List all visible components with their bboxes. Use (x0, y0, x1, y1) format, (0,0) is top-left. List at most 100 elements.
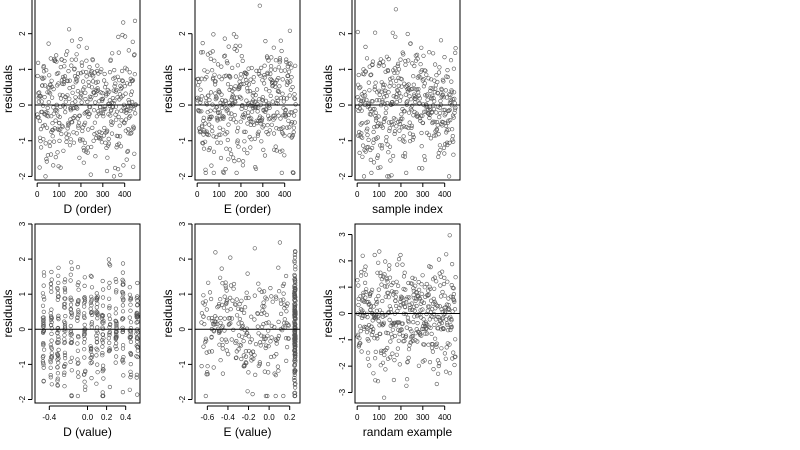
scatter-point (378, 363, 383, 368)
scatter-point (124, 67, 129, 72)
scatter-point (41, 328, 46, 333)
scatter-point (442, 151, 447, 156)
scatter-point (234, 349, 239, 354)
scatter-point (406, 58, 411, 63)
scatter-point (41, 378, 46, 383)
scatter-point (274, 126, 279, 131)
scatter-point (55, 126, 60, 131)
scatter-point (135, 319, 140, 325)
scatter-point (253, 372, 258, 378)
scatter-point (42, 75, 47, 80)
scatter-point (432, 275, 437, 280)
scatter-point (436, 257, 442, 262)
scatter-point (416, 280, 421, 285)
scatter-point (264, 297, 269, 302)
scatter-point (95, 316, 100, 321)
x-tick-label: 200 (74, 190, 88, 199)
scatter-point (266, 344, 271, 349)
scatter-point (408, 97, 414, 102)
scatter-point (88, 349, 93, 354)
scatter-point (446, 296, 451, 301)
scatter-point (450, 97, 455, 102)
scatter-point (376, 114, 381, 119)
scatter-point (373, 30, 378, 35)
scatter-point (222, 54, 227, 59)
scatter-point (53, 155, 58, 160)
scatter-point (452, 96, 457, 101)
scatter-point (421, 84, 427, 89)
scatter-point (371, 129, 376, 135)
scatter-point (134, 372, 139, 378)
scatter-point (282, 133, 287, 138)
scatter-point (248, 340, 253, 345)
scatter-point (260, 95, 265, 100)
scatter-point (243, 305, 248, 310)
scatter-point (89, 95, 94, 100)
scatter-point (82, 336, 87, 342)
scatter-point (257, 3, 262, 8)
scatter-point (40, 330, 46, 335)
scatter-point (285, 345, 290, 350)
scatter-point (418, 312, 423, 317)
scatter-point (364, 128, 369, 133)
scatter-point (224, 108, 229, 113)
scatter-point (89, 310, 94, 315)
scatter-point (376, 260, 381, 265)
scatter-point (417, 166, 422, 171)
scatter-point (434, 344, 439, 350)
scatter-point (452, 307, 458, 312)
scatter-point (280, 283, 286, 289)
scatter-point (383, 367, 388, 372)
x-axis-title: E (order) (224, 202, 271, 216)
scatter-points (355, 233, 458, 400)
scatter-point (410, 338, 415, 344)
scatter-point (429, 109, 435, 114)
scatter-point (445, 74, 450, 80)
scatter-point (422, 157, 428, 163)
scatter-point (239, 356, 244, 362)
scatter-point (437, 114, 442, 120)
scatter-point (234, 120, 239, 125)
y-tick-label: 2 (338, 258, 347, 263)
y-tick-label: 1 (338, 67, 347, 72)
scatter-point (443, 123, 449, 128)
scatter-point (98, 136, 104, 141)
scatter-point (207, 146, 212, 151)
scatter-point (82, 387, 88, 393)
scatter-point (65, 126, 70, 131)
scatter-point (66, 68, 71, 74)
scatter-point (203, 393, 208, 399)
scatter-point (68, 359, 73, 365)
scatter-point (127, 292, 132, 297)
scatter-point (135, 311, 140, 316)
scatter-point (359, 108, 364, 113)
scatter-point (382, 82, 387, 87)
scatter-point (292, 391, 297, 396)
scatter-point (133, 111, 138, 116)
scatter-point (212, 58, 217, 63)
scatter-point (274, 341, 279, 346)
scatter-point (432, 119, 437, 124)
scatter-point (290, 133, 296, 138)
scatter-point (242, 139, 247, 144)
scatter-point (234, 95, 240, 100)
scatter-point (430, 93, 435, 98)
scatter-point (376, 293, 381, 299)
scatter-point (85, 145, 90, 150)
scatter-point (383, 259, 388, 264)
scatter-point (204, 372, 209, 377)
scatter-point (84, 69, 89, 75)
scatter-point (233, 302, 238, 307)
scatter-point (135, 298, 140, 303)
scatter-point (135, 294, 140, 299)
scatter-points (195, 3, 298, 175)
scatter-point (134, 296, 139, 301)
scatter-point (292, 276, 298, 282)
scatter-point (228, 295, 233, 301)
scatter-point (443, 121, 448, 126)
scatter-point (263, 38, 268, 44)
scatter-point (292, 291, 297, 296)
scatter-point (121, 373, 126, 378)
scatter-point (376, 318, 381, 324)
